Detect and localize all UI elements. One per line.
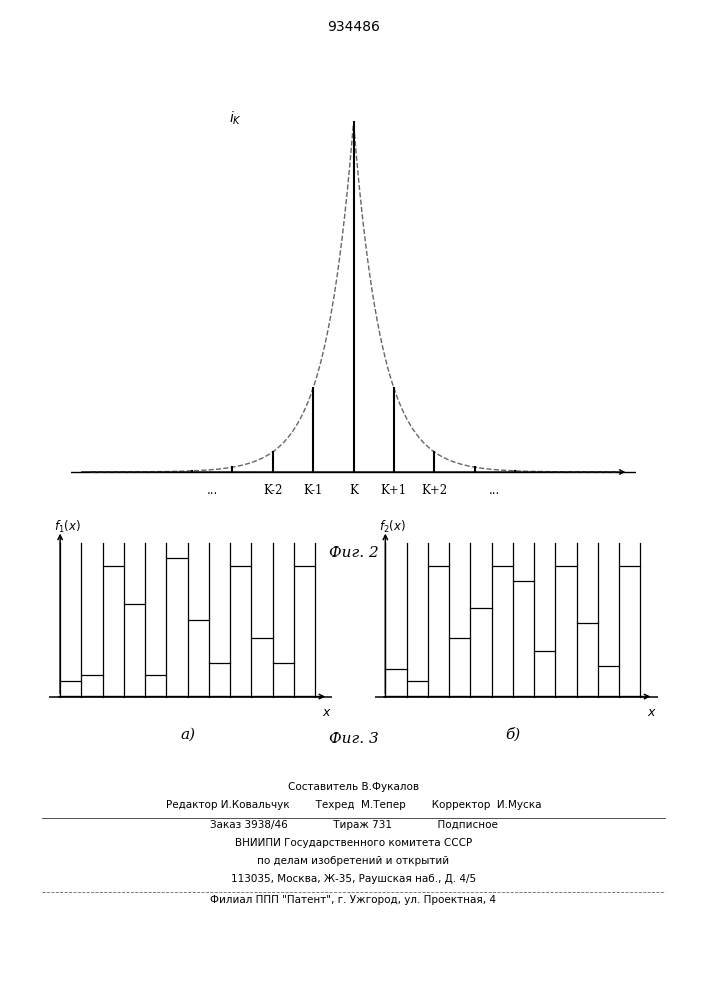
- Text: Фиг. 3: Фиг. 3: [329, 732, 378, 746]
- Text: Редактор И.Ковальчук        Техред  М.Тепер        Корректор  И.Муска: Редактор И.Ковальчук Техред М.Тепер Корр…: [165, 800, 542, 810]
- Text: K-2: K-2: [263, 484, 282, 497]
- Text: ...: ...: [206, 484, 218, 497]
- Text: 934486: 934486: [327, 20, 380, 34]
- Text: $f_1(x)$: $f_1(x)$: [54, 519, 81, 535]
- Text: $f_2(x)$: $f_2(x)$: [379, 519, 406, 535]
- Text: ВНИИПИ Государственного комитета СССР: ВНИИПИ Государственного комитета СССР: [235, 838, 472, 848]
- Text: $x$: $x$: [648, 706, 657, 719]
- Text: ...: ...: [489, 484, 501, 497]
- Text: а): а): [180, 727, 195, 741]
- Text: Заказ 3938/46              Тираж 731              Подписное: Заказ 3938/46 Тираж 731 Подписное: [209, 820, 498, 830]
- Text: K+2: K+2: [421, 484, 448, 497]
- Text: K+1: K+1: [381, 484, 407, 497]
- Text: Составитель В.Фукалов: Составитель В.Фукалов: [288, 782, 419, 792]
- Text: $x$: $x$: [322, 706, 332, 719]
- Text: K-1: K-1: [303, 484, 323, 497]
- Text: Филиал ППП "Патент", г. Ужгород, ул. Проектная, 4: Филиал ППП "Патент", г. Ужгород, ул. Про…: [211, 895, 496, 905]
- Text: б): б): [506, 727, 520, 742]
- Text: Фиг. 2: Фиг. 2: [329, 546, 378, 560]
- Text: 113035, Москва, Ж-35, Раушская наб., Д. 4/5: 113035, Москва, Ж-35, Раушская наб., Д. …: [231, 874, 476, 884]
- Text: по делам изобретений и открытий: по делам изобретений и открытий: [257, 856, 450, 866]
- Text: $i_K$: $i_K$: [229, 109, 242, 127]
- Text: K: K: [349, 484, 358, 497]
